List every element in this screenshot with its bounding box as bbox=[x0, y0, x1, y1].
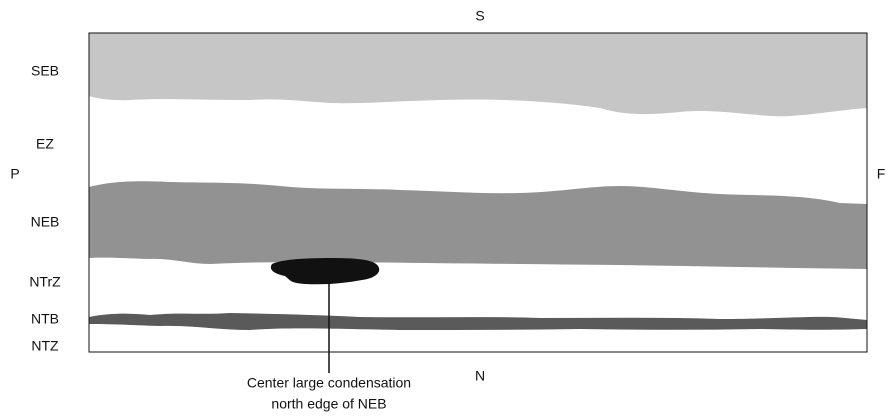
following-label: F bbox=[877, 166, 886, 182]
preceding-label: P bbox=[10, 166, 19, 182]
ntb-band bbox=[89, 313, 867, 330]
north-label: N bbox=[475, 368, 485, 384]
band-label: NEB bbox=[31, 214, 60, 230]
annotation-text: north edge of NEB bbox=[271, 396, 386, 412]
south-label: S bbox=[475, 8, 484, 24]
band-label: NTB bbox=[31, 311, 59, 327]
band-label: SEB bbox=[31, 63, 59, 79]
band-label: NTrZ bbox=[29, 274, 61, 290]
annotation-text: Center large condensation bbox=[247, 375, 411, 391]
band-label: EZ bbox=[36, 136, 54, 152]
band-label: NTZ bbox=[31, 338, 59, 354]
condensation-spot bbox=[270, 258, 380, 285]
seb-band bbox=[89, 33, 867, 117]
neb-band bbox=[89, 181, 867, 269]
frame bbox=[88, 32, 868, 353]
